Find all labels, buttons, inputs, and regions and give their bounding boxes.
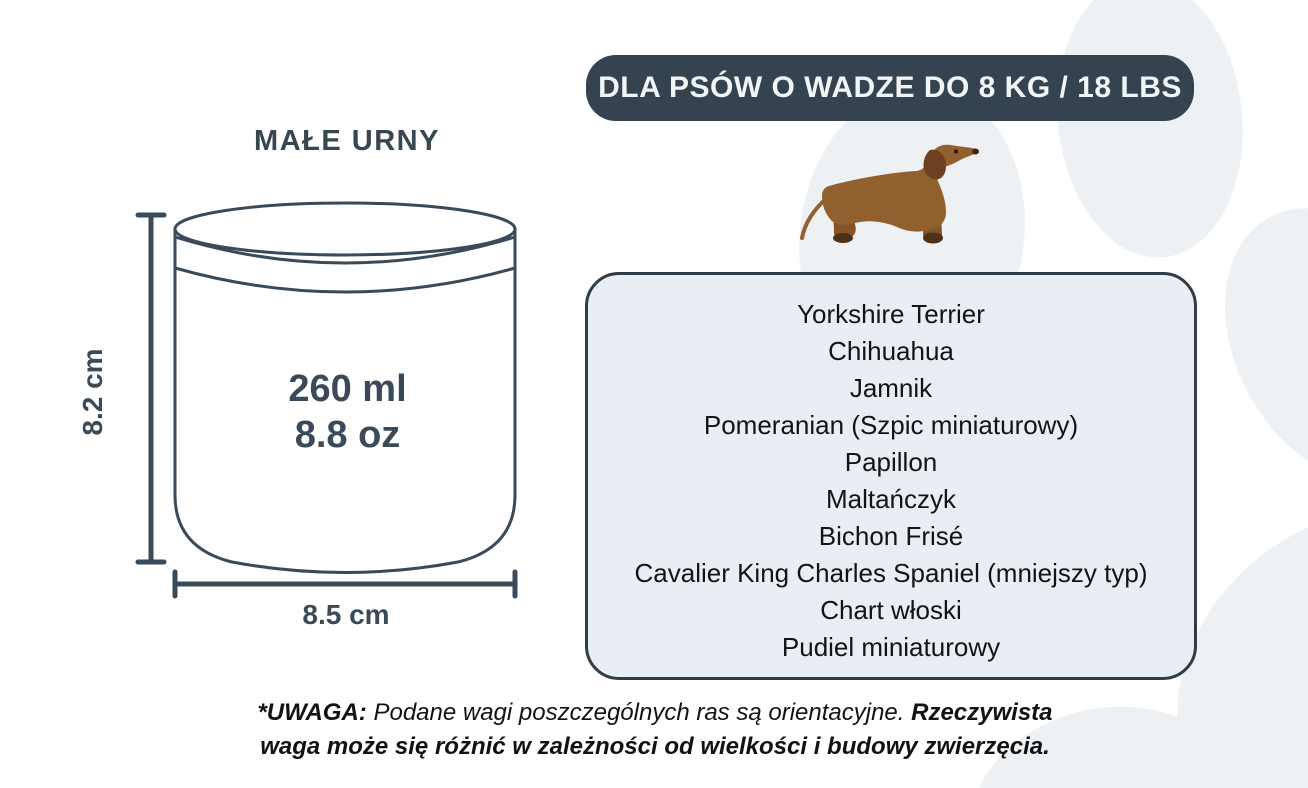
breed-item: Bichon Frisé [818, 521, 964, 551]
urn-capacity-oz: 8.8 oz [294, 414, 401, 456]
disclaimer-line-2: waga może się różnić w zależności od wie… [260, 733, 1050, 760]
breed-item: Papillon [844, 447, 938, 477]
urn-height-label: 8.2 cm [77, 348, 108, 436]
urn-lid-rim-lower [173, 266, 517, 294]
dog-body [822, 144, 978, 232]
urn-body-outline [173, 227, 517, 574]
urn-width-label: 8.5 cm [302, 599, 390, 630]
dog-eye [954, 149, 958, 154]
urn-capacity-ml: 260 ml [288, 368, 407, 410]
breed-item: Chart włoski [820, 595, 962, 625]
weight-banner: DLA PSÓW O WADZE DO 8 KG / 18 LBS [586, 55, 1194, 121]
breed-item: Cavalier King Charles Spaniel (mniejszy … [634, 558, 1148, 588]
weight-banner-label: DLA PSÓW O WADZE DO 8 KG / 18 LBS [598, 71, 1182, 104]
urn-section-title: MAŁE URNY [254, 125, 440, 157]
breed-item: Chihuahua [828, 336, 954, 366]
disclaimer-note: *UWAGA: Podane wagi poszczególnych ras s… [179, 696, 1131, 764]
disclaimer-bold-start: Rzeczywista [911, 699, 1053, 726]
disclaimer-line-1: *UWAGA: Podane wagi poszczególnych ras s… [179, 696, 1131, 730]
breed-item: Jamnik [849, 373, 933, 403]
urn-capacity: 260 ml 8.8 oz [195, 366, 500, 458]
urn-lid-rim-upper [173, 235, 517, 265]
breed-item: Pudiel miniaturowy [781, 632, 1001, 662]
breed-item: Maltańczyk [825, 484, 957, 514]
dachshund-icon [800, 144, 979, 244]
dog-ear [923, 149, 946, 180]
dog-front-paw [923, 232, 943, 244]
disclaimer-regular-text: Podane wagi poszczególnych ras są orient… [366, 699, 912, 726]
breed-item: Yorkshire Terrier [797, 299, 985, 329]
breed-list-box: Yorkshire Terrier Chihuahua Jamnik Pomer… [585, 272, 1197, 680]
dog-nose [972, 148, 979, 155]
urn-lid-top [173, 201, 517, 257]
height-dimension-line [135, 212, 167, 565]
breed-item: Pomeranian (Szpic miniaturowy) [703, 410, 1079, 440]
urn-diagram [135, 201, 518, 599]
width-dimension-line [172, 569, 518, 599]
disclaimer-prefix: *UWAGA: [257, 699, 367, 726]
dog-rear-paw [833, 233, 853, 243]
